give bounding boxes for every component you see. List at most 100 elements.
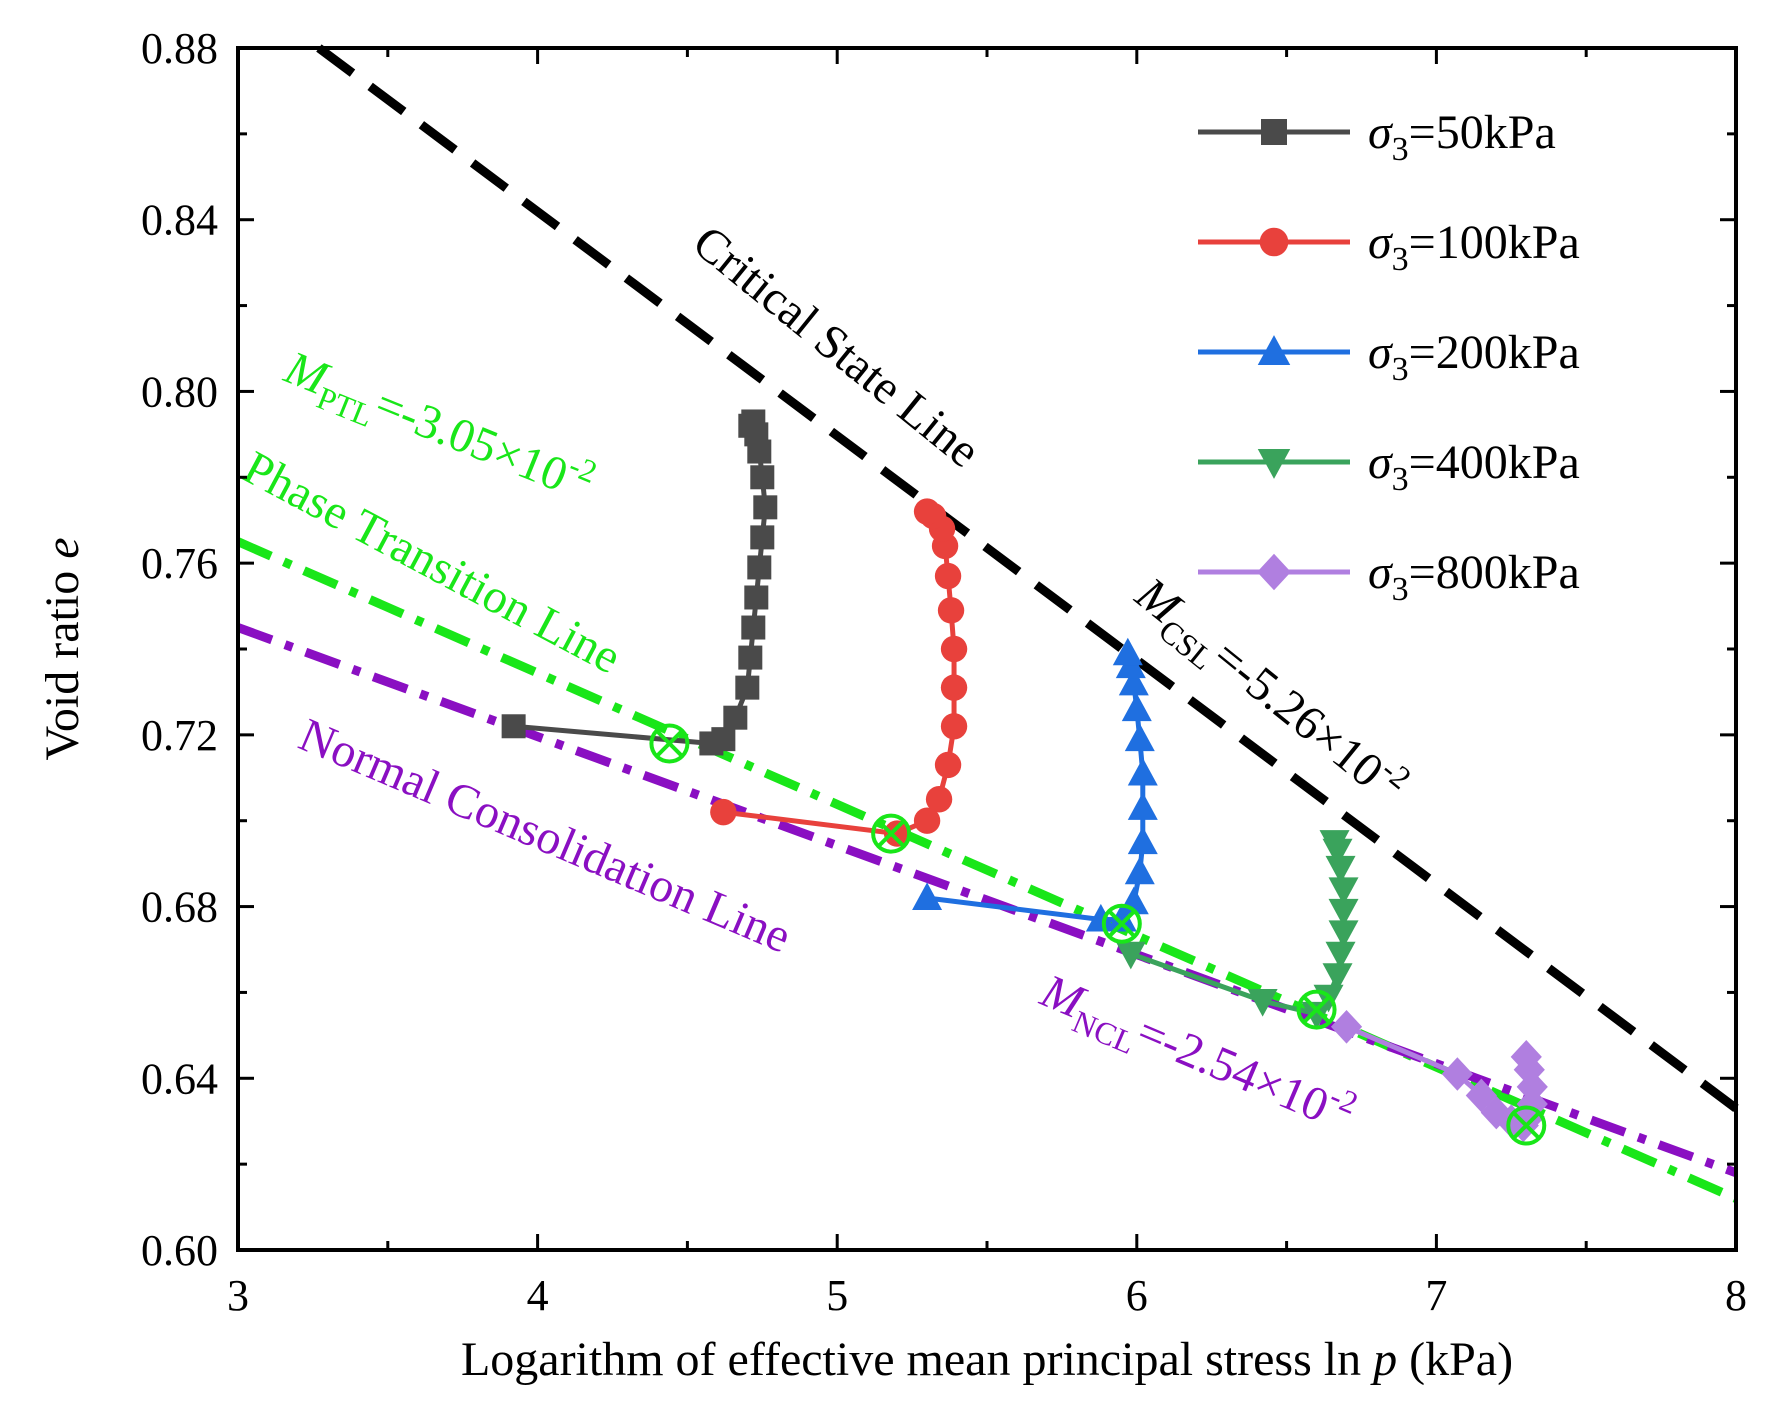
- x-tick-label: 8: [1725, 1271, 1747, 1320]
- data-point: [940, 713, 968, 740]
- data-point: [1441, 1057, 1473, 1091]
- data-point: [1124, 723, 1155, 752]
- x-tick-label: 4: [527, 1271, 549, 1320]
- legend-marker: [1259, 227, 1289, 257]
- legend: σ3=50kPa σ3=100kPa σ3=200kPa σ3=400kPa σ3=80…: [1198, 106, 1580, 608]
- legend-label: σ3=50kPa: [1368, 106, 1556, 168]
- data-point: [501, 714, 526, 739]
- legend-marker: [1261, 119, 1287, 145]
- x-tick-label: 3: [227, 1271, 249, 1320]
- x-axis-title: Logarithm of effective mean principal st…: [461, 1333, 1513, 1386]
- data-point: [1127, 792, 1158, 820]
- data-point: [710, 798, 737, 826]
- series-3: [912, 637, 1158, 932]
- pt-marker-ring: [1296, 989, 1337, 1030]
- series-2: [710, 498, 968, 847]
- data-point: [934, 751, 962, 779]
- critical-state-line: [316, 44, 1739, 1112]
- data-point: [1121, 693, 1152, 722]
- data-point: [940, 674, 968, 701]
- data-point: [1328, 898, 1359, 927]
- y-tick-label: 0.60: [141, 1226, 218, 1275]
- data-point: [1516, 1087, 1548, 1121]
- y-tick-label: 0.72: [141, 711, 218, 760]
- series-5: [1330, 1009, 1548, 1143]
- data-point: [738, 645, 763, 670]
- data-point: [741, 615, 766, 640]
- data-point: [1112, 637, 1143, 666]
- data-point: [1118, 667, 1149, 696]
- x-tick-label: 6: [1126, 1271, 1148, 1320]
- y-tick-label: 0.88: [141, 24, 218, 73]
- data-point: [1115, 941, 1146, 970]
- pt-marker-ring: [1506, 1105, 1547, 1146]
- data-point: [750, 525, 775, 550]
- data-point: [1328, 877, 1359, 905]
- data-point: [925, 786, 953, 813]
- data-point: [711, 727, 736, 752]
- csl-slope-label: MCSL=-5.26×10-2: [1120, 561, 1418, 821]
- data-point: [1301, 1001, 1332, 1030]
- data-point: [1325, 855, 1356, 884]
- data-point: [1330, 1009, 1363, 1044]
- phase-transition-point: [1101, 903, 1142, 944]
- legend-marker: [1257, 449, 1291, 479]
- phase-transition-point: [1506, 1105, 1547, 1146]
- normal-consolidation-line: [236, 623, 1738, 1177]
- data-point: [1247, 989, 1278, 1017]
- data-point: [1328, 920, 1359, 948]
- data-point: [940, 635, 968, 663]
- data-point: [913, 498, 941, 525]
- pt-marker-ring: [871, 813, 912, 854]
- data-point: [753, 495, 778, 520]
- legend-marker: [1257, 335, 1291, 365]
- data-point: [1510, 1040, 1542, 1074]
- phase-transition-point: [649, 723, 690, 764]
- legend-item-1: σ3=50kPa: [1198, 106, 1556, 168]
- data-point: [735, 675, 760, 700]
- x-tick-label: 7: [1425, 1271, 1447, 1320]
- axis-ticks: 3 4 5 6 7 8 0.60 0.64 0.68 0.72 0.76 0.80 0.84 0.88: [141, 24, 1747, 1320]
- pt-marker-ring: [649, 723, 690, 764]
- ncl-slope-label: MNCL=-2.54×10-2: [1030, 958, 1364, 1151]
- data-point: [1127, 826, 1158, 855]
- pt-marker-cross: [1302, 995, 1331, 1024]
- data-point: [744, 585, 769, 610]
- y-tick-label: 0.64: [141, 1054, 218, 1103]
- y-tick-label: 0.80: [141, 367, 218, 416]
- data-point: [934, 562, 962, 590]
- data-point: [1085, 903, 1116, 932]
- y-tick-label: 0.84: [141, 196, 218, 245]
- annotations: Critical State Line MCSL=-5.26×10-2 MPTL…: [235, 215, 1418, 1151]
- pt-marker-cross: [1511, 1111, 1541, 1140]
- legend-label: σ3=100kPa: [1368, 216, 1580, 278]
- phase-transition-points: [649, 723, 1547, 1146]
- data-point: [1322, 963, 1353, 991]
- phase-transition-line: [236, 537, 1738, 1203]
- data-point: [738, 413, 763, 438]
- series-layer: [501, 409, 1548, 1143]
- data-point: [1516, 1070, 1548, 1104]
- y-tick-label: 0.76: [141, 539, 218, 588]
- legend-item-2: σ3=100kPa: [1198, 216, 1580, 278]
- phase-transition-point: [871, 813, 912, 854]
- data-point: [1124, 856, 1155, 885]
- data-point: [1106, 903, 1137, 932]
- legend-item-4: σ3=400kPa: [1198, 436, 1580, 498]
- data-point: [750, 465, 775, 490]
- data-point: [723, 705, 748, 730]
- data-point: [1325, 941, 1356, 970]
- reference-lines: [236, 44, 1739, 1203]
- pt-marker-cross: [655, 729, 684, 758]
- pt-marker-ring: [1101, 903, 1142, 944]
- pt-marker-cross: [876, 819, 906, 848]
- phase-transition-point: [1296, 989, 1337, 1030]
- legend-item-5: σ3=800kPa: [1198, 546, 1580, 608]
- legend-label: σ3=800kPa: [1368, 546, 1580, 608]
- legend-marker: [1257, 553, 1291, 591]
- y-axis-title: Void ratio e: [36, 537, 89, 760]
- data-point: [1319, 830, 1350, 858]
- legend-label: σ3=400kPa: [1368, 436, 1580, 498]
